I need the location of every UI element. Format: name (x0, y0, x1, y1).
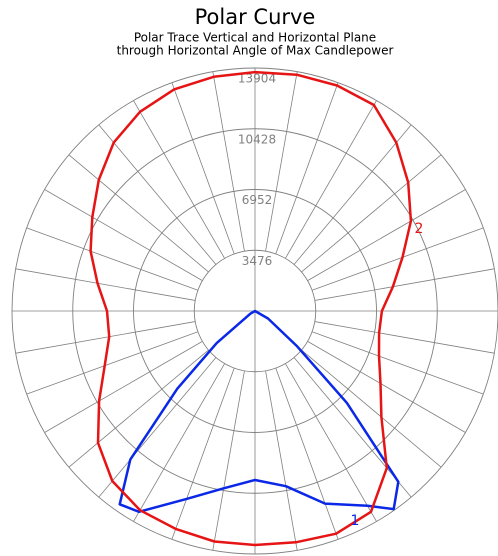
spoke (44, 189, 203, 281)
grid-ring (11, 67, 498, 555)
spoke (15, 321, 196, 354)
grid-ring (133, 189, 377, 433)
grid-ring (193, 249, 317, 373)
spoke (293, 124, 412, 265)
spoke (311, 227, 484, 291)
chart-title: Polar Curve (195, 5, 316, 29)
spoke (68, 349, 209, 468)
spoke (133, 363, 225, 522)
grid-ring (72, 128, 438, 494)
spoke (44, 341, 203, 433)
spoke (314, 321, 495, 354)
spoke (314, 268, 495, 301)
series-label: 2 (415, 221, 424, 237)
tick-label: 13904 (238, 72, 276, 86)
spoke (285, 363, 377, 522)
spoke (26, 227, 199, 291)
spoke (301, 349, 442, 468)
chart-subtitle: through Horizontal Angle of Max Candlepo… (117, 44, 394, 58)
spoke (212, 71, 245, 252)
tick-label: 3476 (242, 254, 273, 268)
tick-label: 6952 (242, 193, 273, 207)
series-line (118, 309, 400, 514)
spoke (307, 189, 466, 281)
spoke (68, 154, 209, 273)
spoke (275, 82, 339, 255)
spoke (311, 331, 484, 395)
chart-subtitle: Polar Trace Vertical and Horizontal Plan… (134, 31, 376, 45)
series-label: 1 (351, 513, 360, 529)
spoke (301, 154, 442, 273)
spoke (265, 71, 298, 252)
spoke (171, 367, 235, 540)
spoke (98, 124, 217, 265)
tick-label: 10428 (238, 132, 276, 146)
spoke (307, 341, 466, 433)
spoke (15, 268, 196, 301)
spoke (285, 100, 377, 259)
spoke (171, 82, 235, 255)
spoke (265, 370, 298, 551)
spoke (133, 100, 225, 259)
spoke (26, 331, 199, 395)
series-line (89, 70, 413, 547)
spoke (98, 357, 217, 498)
spoke (212, 370, 245, 551)
spoke (275, 367, 339, 540)
